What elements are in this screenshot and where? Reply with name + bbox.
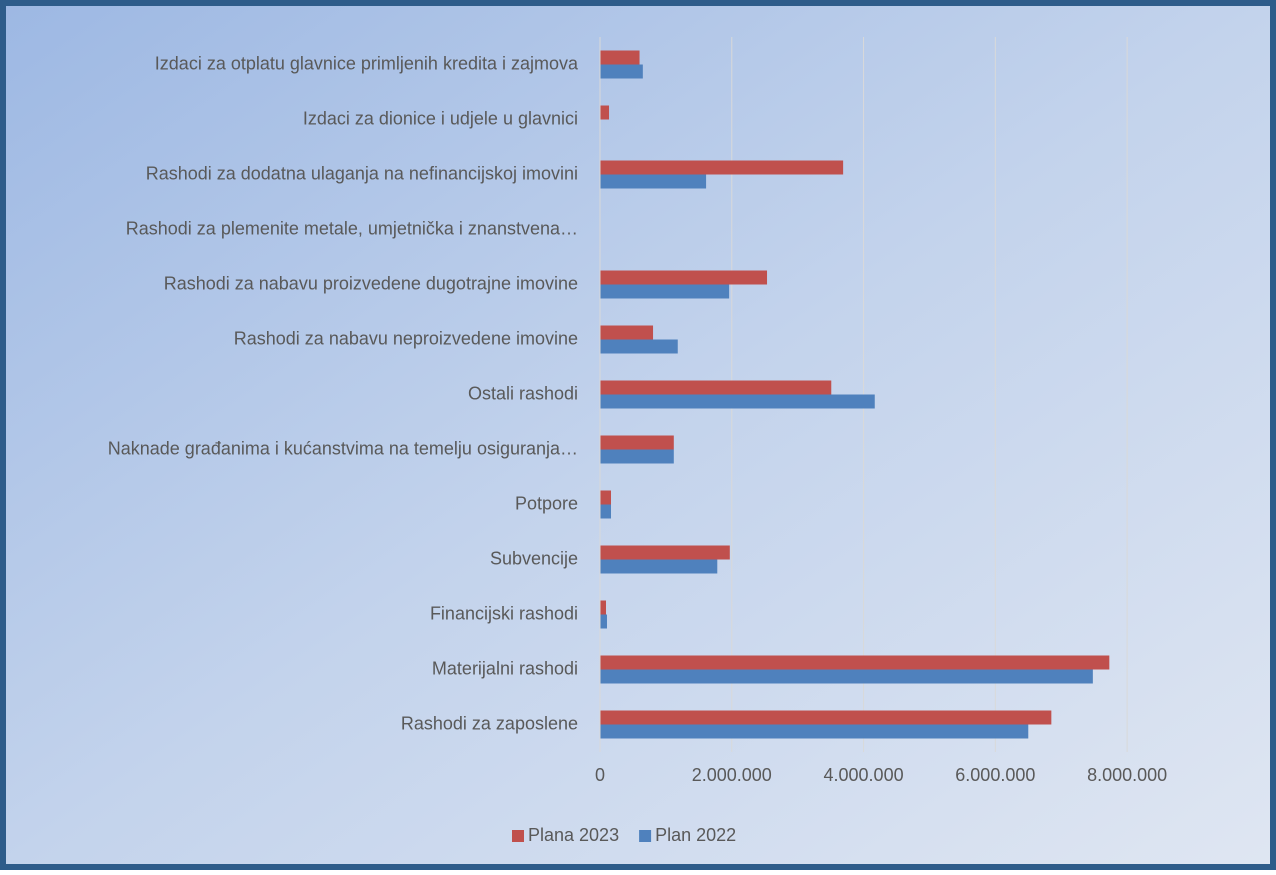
bar [600, 50, 640, 65]
bar [600, 64, 643, 79]
bar [600, 600, 606, 615]
y-tick-label: Izdaci za otplatu glavnice primljenih kr… [155, 53, 579, 73]
x-tick-label: 4.000.000 [824, 765, 904, 785]
y-tick-label: Izdaci za dionice i udjele u glavnici [303, 108, 578, 128]
bar [600, 394, 875, 409]
bar [600, 105, 610, 120]
y-tick-label: Materijalni rashodi [432, 658, 578, 678]
legend-swatch [639, 830, 652, 842]
y-tick-label: Potpore [515, 493, 578, 513]
x-tick-label: 2.000.000 [692, 765, 772, 785]
y-tick-label: Ostali rashodi [468, 383, 578, 403]
bar [600, 270, 768, 285]
x-tick-label: 6.000.000 [955, 765, 1035, 785]
y-tick-label: Rashodi za nabavu proizvedene dugotrajne… [164, 273, 578, 293]
bar [600, 490, 612, 505]
y-tick-label: Rashodi za plemenite metale, umjetnička … [126, 218, 578, 238]
bar [600, 339, 678, 354]
bar [600, 284, 730, 299]
y-tick-label: Rashodi za zaposlene [401, 713, 578, 733]
bar [600, 449, 674, 464]
bar [600, 160, 844, 175]
bar [600, 614, 607, 629]
x-tick-label: 0 [595, 765, 605, 785]
bar [600, 655, 1110, 670]
bar [600, 380, 832, 395]
y-tick-label: Subvencije [490, 548, 578, 568]
bar [600, 504, 612, 519]
bar [600, 545, 730, 560]
y-tick-label: Financijski rashodi [430, 603, 578, 623]
legend-label: Plan 2022 [655, 825, 736, 845]
bar [600, 669, 1093, 684]
bar [600, 559, 718, 574]
y-tick-label: Rashodi za dodatna ulaganja na nefinanci… [146, 163, 578, 183]
bar [600, 710, 1052, 725]
bar [600, 435, 674, 450]
legend-swatch [512, 830, 524, 842]
x-tick-label: 8.000.000 [1087, 765, 1167, 785]
y-tick-label: Rashodi za nabavu neproizvedene imovine [234, 328, 578, 348]
bar [600, 174, 707, 189]
legend-label: Plana 2023 [528, 825, 619, 845]
bar [600, 724, 1029, 739]
y-tick-label: Naknade građanima i kućanstvima na temel… [108, 438, 578, 458]
bar [600, 325, 654, 340]
